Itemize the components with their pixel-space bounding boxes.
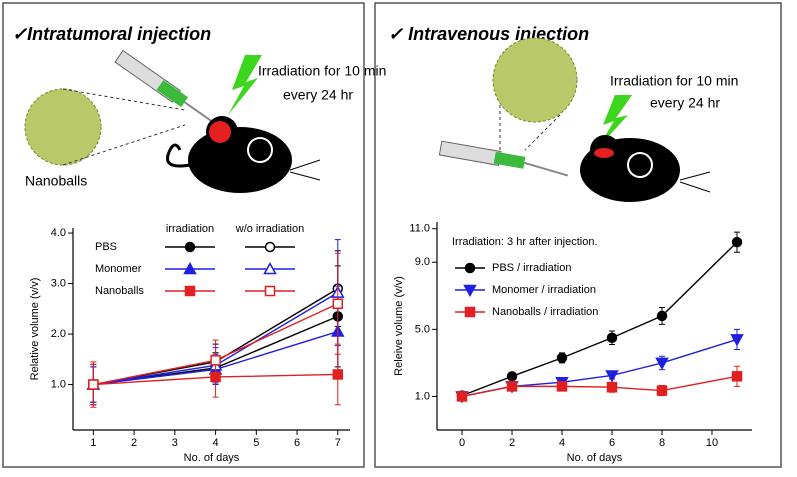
y-axis-label: Relative volume (v/v) — [29, 278, 41, 381]
legend-label: PBS / irradiation — [492, 262, 571, 274]
panel-frame — [2, 2, 365, 468]
data-point — [556, 352, 568, 364]
x-axis-label: No. of days — [184, 452, 240, 464]
data-point — [730, 334, 744, 347]
panel-title: ✓Intratumoral injection — [12, 24, 211, 44]
data-point — [332, 298, 344, 309]
data-point — [656, 385, 668, 396]
y-tick-label: 9.0 — [415, 256, 430, 268]
data-point — [606, 332, 618, 343]
data-point — [731, 236, 743, 248]
data-point — [88, 379, 99, 390]
legend-marker — [184, 285, 196, 297]
data-point — [655, 357, 669, 370]
legend-marker — [263, 261, 277, 275]
x-tick-label: 6 — [609, 437, 615, 449]
panel-title: ✓ Intravenous injection — [388, 24, 589, 44]
legend-marker — [183, 261, 197, 275]
x-tick-label: 4 — [559, 437, 565, 449]
data-point — [506, 371, 518, 382]
x-tick-label: 2 — [509, 437, 515, 449]
legend-label: Monomer — [95, 263, 142, 275]
data-point — [556, 381, 568, 392]
legend-marker — [464, 306, 476, 318]
annotation: Irradiation for 10 min — [258, 63, 386, 79]
y-tick-label: 11.0 — [409, 223, 430, 235]
panel-frame — [374, 2, 782, 468]
x-axis-label: No. of days — [567, 452, 623, 464]
legend-marker — [184, 241, 196, 253]
y-tick-label: 1.0 — [415, 390, 430, 402]
data-point — [656, 310, 668, 322]
y-tick-label: 2.0 — [51, 328, 66, 340]
x-tick-label: 2 — [131, 437, 137, 449]
y-axis-label: Releive volume (v/v) — [393, 276, 405, 376]
y-tick-label: 4.0 — [51, 227, 66, 239]
legend-label: Monomer / irradiation — [492, 284, 596, 296]
y-tick-label: 5.0 — [415, 323, 430, 335]
legend-label: PBS — [95, 241, 117, 253]
x-tick-label: 10 — [706, 437, 718, 449]
x-tick-label: 1 — [90, 437, 96, 449]
legend-header: w/o irradiation — [235, 223, 304, 235]
legend-label: Nanoballs / irradiation — [492, 306, 598, 318]
x-tick-label: 6 — [294, 437, 300, 449]
y-tick-label: 3.0 — [51, 277, 66, 289]
legend-marker — [264, 241, 276, 253]
annotation: Nanoballs — [25, 173, 87, 189]
x-tick-label: 5 — [253, 437, 259, 449]
data-point — [506, 381, 518, 392]
annotation: every 24 hr — [283, 87, 353, 103]
data-point — [456, 391, 468, 402]
data-point — [731, 371, 743, 382]
x-tick-label: 4 — [213, 437, 219, 449]
x-tick-label: 3 — [172, 437, 178, 449]
data-point — [210, 355, 221, 366]
legend-header: irradiation — [166, 223, 214, 235]
annotation: every 24 hr — [650, 95, 720, 111]
data-point — [606, 381, 618, 393]
series-line — [461, 375, 738, 398]
legend-label: Nanoballs — [95, 285, 144, 297]
legend-marker — [264, 285, 276, 297]
legend-title: Irradiation: 3 hr after injection. — [452, 236, 598, 248]
series-line — [461, 241, 738, 397]
illustration — [24, 49, 321, 193]
data-point — [332, 369, 344, 380]
legend-marker — [463, 284, 477, 298]
x-tick-label: 8 — [659, 437, 665, 449]
x-tick-label: 0 — [459, 437, 465, 449]
y-tick-label: 1.0 — [51, 378, 66, 390]
x-tick-label: 7 — [335, 437, 341, 449]
annotation: Irradiation for 10 min — [610, 73, 738, 89]
legend-marker — [464, 262, 476, 274]
data-point — [605, 370, 619, 383]
illustration — [438, 37, 711, 202]
